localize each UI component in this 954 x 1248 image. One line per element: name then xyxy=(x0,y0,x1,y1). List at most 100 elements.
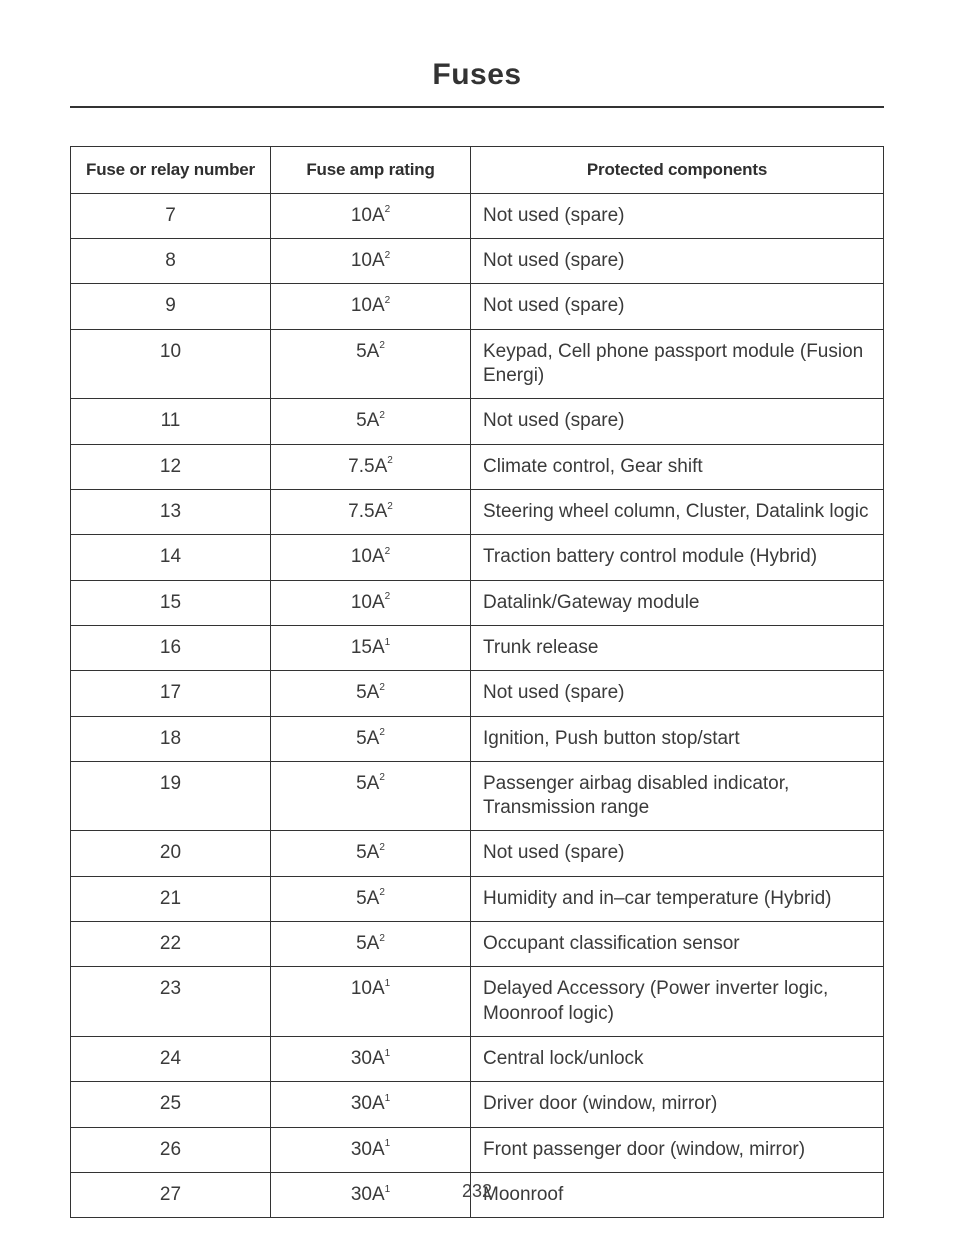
table-row: 2310A1Delayed Accessory (Power inverter … xyxy=(71,967,884,1037)
fuse-number-cell: 15 xyxy=(71,580,271,625)
fuse-amp-value: 30A xyxy=(351,1139,385,1160)
fuse-amp-superscript: 2 xyxy=(385,546,391,557)
protected-components-cell: Not used (spare) xyxy=(471,671,884,716)
fuse-amp-value: 5A xyxy=(356,842,379,863)
fuse-table-wrapper: Fuse or relay number Fuse amp rating Pro… xyxy=(70,146,884,1218)
col-header-amp: Fuse amp rating xyxy=(271,147,471,194)
table-row: 1410A2Traction battery control module (H… xyxy=(71,535,884,580)
protected-components-cell: Occupant classification sensor xyxy=(471,922,884,967)
fuse-amp-superscript: 2 xyxy=(385,204,391,215)
table-row: 710A2Not used (spare) xyxy=(71,193,884,238)
fuse-amp-value: 5A xyxy=(356,888,379,909)
protected-components-cell: Front passenger door (window, mirror) xyxy=(471,1127,884,1172)
fuse-number-cell: 22 xyxy=(71,922,271,967)
fuse-number-cell: 7 xyxy=(71,193,271,238)
protected-components-cell: Not used (spare) xyxy=(471,193,884,238)
fuse-amp-value: 10A xyxy=(351,978,385,999)
fuse-amp-cell: 5A2 xyxy=(271,329,471,399)
table-row: 810A2Not used (spare) xyxy=(71,239,884,284)
fuse-amp-value: 15A xyxy=(351,637,385,658)
table-row: 115A2Not used (spare) xyxy=(71,399,884,444)
fuse-amp-superscript: 1 xyxy=(385,978,391,989)
fuse-amp-superscript: 2 xyxy=(379,410,385,421)
table-row: 185A2Ignition, Push button stop/start xyxy=(71,716,884,761)
fuse-number-cell: 19 xyxy=(71,761,271,831)
table-row: 137.5A2Steering wheel column, Cluster, D… xyxy=(71,489,884,534)
fuse-number-cell: 20 xyxy=(71,831,271,876)
table-row: 910A2Not used (spare) xyxy=(71,284,884,329)
fuse-amp-value: 7.5A xyxy=(348,456,387,477)
protected-components-cell: Datalink/Gateway module xyxy=(471,580,884,625)
fuse-amp-superscript: 2 xyxy=(385,250,391,261)
table-row: 2630A1Front passenger door (window, mirr… xyxy=(71,1127,884,1172)
page-number: 232 xyxy=(0,1181,954,1202)
fuse-number-cell: 17 xyxy=(71,671,271,716)
table-row: 225A2Occupant classification sensor xyxy=(71,922,884,967)
fuse-amp-cell: 10A1 xyxy=(271,967,471,1037)
fuse-number-cell: 9 xyxy=(71,284,271,329)
fuse-amp-cell: 5A2 xyxy=(271,399,471,444)
fuse-amp-superscript: 2 xyxy=(387,501,393,512)
protected-components-cell: Not used (spare) xyxy=(471,399,884,444)
table-row: 2530A1Driver door (window, mirror) xyxy=(71,1082,884,1127)
fuse-amp-value: 30A xyxy=(351,1048,385,1069)
protected-components-cell: Passenger airbag disabled indicator, Tra… xyxy=(471,761,884,831)
fuse-number-cell: 18 xyxy=(71,716,271,761)
table-row: 175A2Not used (spare) xyxy=(71,671,884,716)
protected-components-cell: Not used (spare) xyxy=(471,284,884,329)
protected-components-cell: Keypad, Cell phone passport module (Fusi… xyxy=(471,329,884,399)
fuse-amp-superscript: 2 xyxy=(379,772,385,783)
table-row: 215A2Humidity and in–car temperature (Hy… xyxy=(71,876,884,921)
table-row: 2430A1Central lock/unlock xyxy=(71,1037,884,1082)
fuse-number-cell: 25 xyxy=(71,1082,271,1127)
fuse-amp-cell: 5A2 xyxy=(271,876,471,921)
protected-components-cell: Not used (spare) xyxy=(471,239,884,284)
table-row: 15 10A2 Datalink/Gateway module xyxy=(71,580,884,625)
fuse-amp-cell: 10A2 xyxy=(271,535,471,580)
fuse-amp-value: 10A xyxy=(351,592,385,613)
fuse-amp-cell: 15A1 xyxy=(271,625,471,670)
protected-components-cell: Central lock/unlock xyxy=(471,1037,884,1082)
protected-components-cell: Delayed Accessory (Power inverter logic,… xyxy=(471,967,884,1037)
fuse-number-cell: 10 xyxy=(71,329,271,399)
fuse-amp-cell: 5A2 xyxy=(271,761,471,831)
fuse-amp-value: 10A xyxy=(351,205,385,226)
fuse-amp-superscript: 2 xyxy=(385,591,391,602)
fuse-amp-value: 5A xyxy=(356,773,379,794)
fuse-number-cell: 11 xyxy=(71,399,271,444)
fuse-amp-cell: 5A2 xyxy=(271,922,471,967)
table-row: 195A2Passenger airbag disabled indicator… xyxy=(71,761,884,831)
fuse-number-cell: 23 xyxy=(71,967,271,1037)
col-header-number: Fuse or relay number xyxy=(71,147,271,194)
fuse-amp-superscript: 2 xyxy=(379,887,385,898)
fuse-amp-cell: 5A2 xyxy=(271,671,471,716)
protected-components-cell: Driver door (window, mirror) xyxy=(471,1082,884,1127)
fuse-amp-cell: 30A1 xyxy=(271,1127,471,1172)
fuse-amp-superscript: 2 xyxy=(385,295,391,306)
fuse-amp-cell: 10A2 xyxy=(271,193,471,238)
fuse-number-cell: 8 xyxy=(71,239,271,284)
fuse-number-cell: 26 xyxy=(71,1127,271,1172)
fuse-amp-superscript: 1 xyxy=(385,637,391,648)
fuse-amp-value: 5A xyxy=(356,682,379,703)
protected-components-cell: Trunk release xyxy=(471,625,884,670)
protected-components-cell: Traction battery control module (Hybrid) xyxy=(471,535,884,580)
fuse-amp-value: 5A xyxy=(356,933,379,954)
fuse-amp-superscript: 1 xyxy=(385,1138,391,1149)
fuse-amp-superscript: 2 xyxy=(387,455,393,466)
fuse-amp-superscript: 2 xyxy=(379,727,385,738)
fuse-amp-superscript: 2 xyxy=(379,842,385,853)
fuse-amp-cell: 10A2 xyxy=(271,284,471,329)
fuse-amp-value: 5A xyxy=(356,728,379,749)
fuse-amp-cell: 30A1 xyxy=(271,1037,471,1082)
table-row: 205A2Not used (spare) xyxy=(71,831,884,876)
fuse-amp-value: 5A xyxy=(356,410,379,431)
fuse-amp-cell: 5A2 xyxy=(271,716,471,761)
fuse-table-head: Fuse or relay number Fuse amp rating Pro… xyxy=(71,147,884,194)
fuse-amp-value: 7.5A xyxy=(348,501,387,522)
fuse-amp-value: 10A xyxy=(351,546,385,567)
fuse-number-cell: 12 xyxy=(71,444,271,489)
table-row: 105A2Keypad, Cell phone passport module … xyxy=(71,329,884,399)
fuse-amp-cell: 30A1 xyxy=(271,1082,471,1127)
col-header-components: Protected components xyxy=(471,147,884,194)
